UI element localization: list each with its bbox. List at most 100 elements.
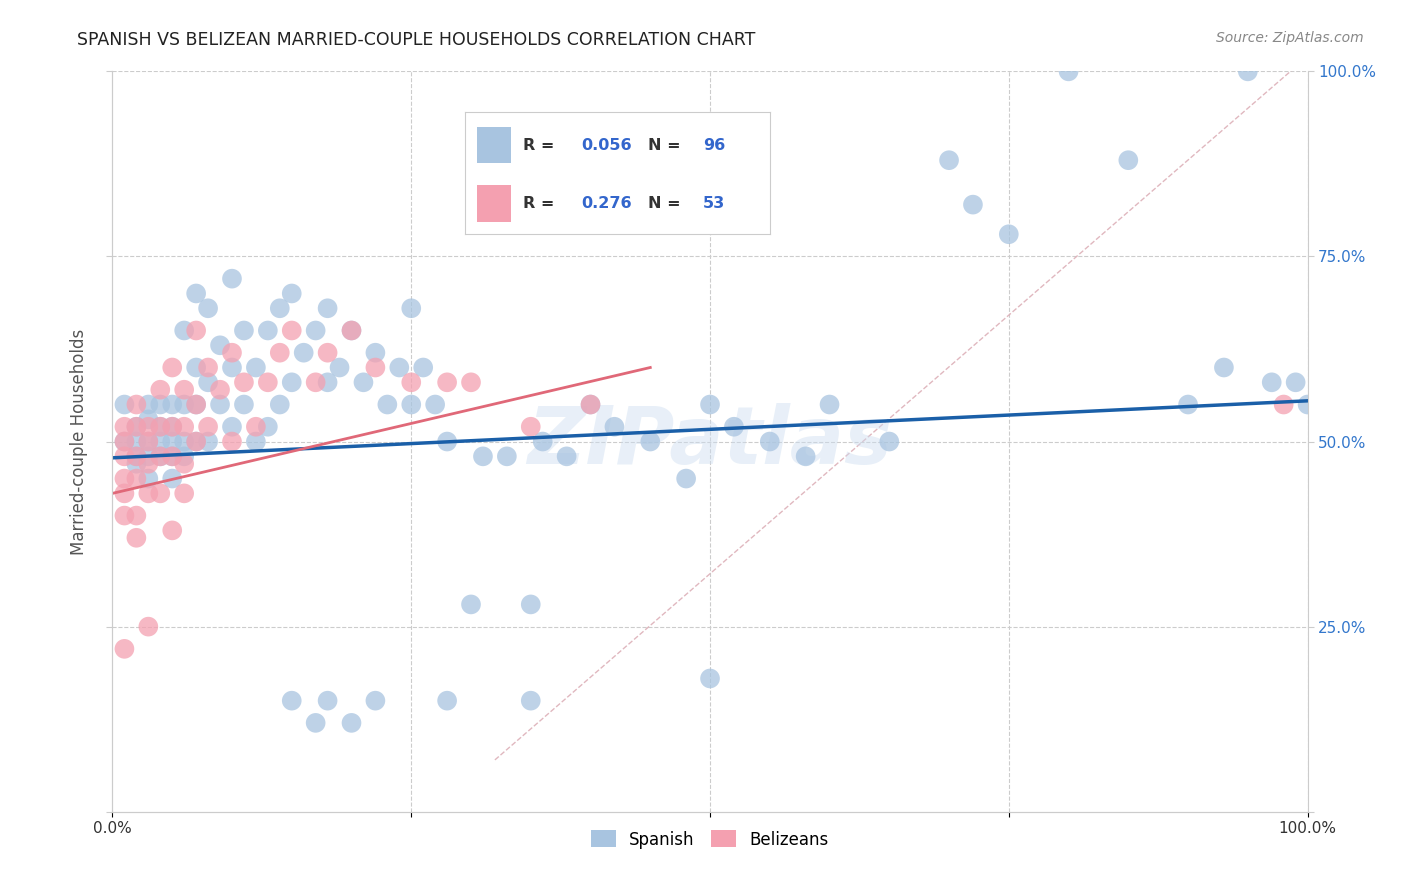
Point xyxy=(138,457,160,471)
Point xyxy=(125,398,148,412)
Point xyxy=(388,360,411,375)
Point xyxy=(221,271,243,285)
Point xyxy=(125,531,148,545)
Point xyxy=(149,486,172,500)
Point xyxy=(316,345,339,359)
Point xyxy=(125,508,148,523)
Point xyxy=(138,434,160,449)
Point xyxy=(209,398,232,412)
Point xyxy=(162,471,183,485)
Point xyxy=(879,434,901,449)
Point xyxy=(173,324,195,338)
Point xyxy=(209,338,232,352)
Point xyxy=(699,398,721,412)
Point xyxy=(1177,398,1199,412)
Point xyxy=(329,360,352,375)
Point xyxy=(186,434,208,449)
Point xyxy=(125,457,148,471)
Point xyxy=(340,324,363,338)
Point xyxy=(173,450,195,464)
Point xyxy=(962,197,984,211)
Point xyxy=(340,324,363,338)
Point xyxy=(531,434,554,449)
Point xyxy=(138,398,160,412)
Point xyxy=(520,694,543,708)
Point xyxy=(998,227,1021,242)
Point xyxy=(173,398,195,412)
Point xyxy=(114,434,135,449)
Point xyxy=(114,434,135,449)
Point xyxy=(699,672,721,686)
Point xyxy=(149,450,172,464)
Point xyxy=(125,419,148,434)
Point xyxy=(316,694,339,708)
Point xyxy=(472,450,495,464)
Point xyxy=(162,450,183,464)
Point xyxy=(401,301,423,316)
Point xyxy=(138,412,160,426)
Point xyxy=(162,419,183,434)
Point xyxy=(818,398,841,412)
Point xyxy=(364,694,387,708)
Point xyxy=(1272,398,1295,412)
Point xyxy=(149,419,172,434)
Point xyxy=(1237,64,1260,78)
Text: SPANISH VS BELIZEAN MARRIED-COUPLE HOUSEHOLDS CORRELATION CHART: SPANISH VS BELIZEAN MARRIED-COUPLE HOUSE… xyxy=(77,31,755,49)
Point xyxy=(281,286,304,301)
Point xyxy=(173,434,195,449)
Point xyxy=(425,398,447,412)
Point xyxy=(233,324,256,338)
Point xyxy=(197,434,219,449)
Point xyxy=(114,450,135,464)
Point xyxy=(269,301,291,316)
Point xyxy=(197,301,219,316)
Point xyxy=(401,398,423,412)
Point xyxy=(938,153,960,168)
Point xyxy=(1213,360,1236,375)
Point xyxy=(162,450,183,464)
Point xyxy=(340,715,363,730)
Point xyxy=(436,434,458,449)
Point xyxy=(305,715,328,730)
Text: Source: ZipAtlas.com: Source: ZipAtlas.com xyxy=(1216,31,1364,45)
Point xyxy=(221,360,243,375)
Point xyxy=(162,419,183,434)
Point xyxy=(377,398,399,412)
Point xyxy=(114,508,135,523)
Point xyxy=(1057,64,1080,78)
Point xyxy=(125,450,148,464)
Point xyxy=(138,471,160,485)
Point xyxy=(138,434,160,449)
Point xyxy=(186,398,208,412)
Point xyxy=(1296,398,1319,412)
Point xyxy=(436,694,458,708)
Point xyxy=(640,434,662,449)
Point xyxy=(352,376,374,390)
Point xyxy=(138,486,160,500)
Point xyxy=(162,434,183,449)
Point xyxy=(759,434,782,449)
Point xyxy=(114,398,135,412)
Point xyxy=(186,324,208,338)
Point xyxy=(292,345,315,359)
Point xyxy=(1285,376,1308,390)
Point xyxy=(197,360,219,375)
Text: ZIPatlas: ZIPatlas xyxy=(527,402,893,481)
Point xyxy=(603,419,626,434)
Point xyxy=(233,376,256,390)
Point xyxy=(173,419,195,434)
Point xyxy=(138,450,160,464)
Point xyxy=(149,450,172,464)
Point xyxy=(233,398,256,412)
Point xyxy=(305,324,328,338)
Point xyxy=(173,486,195,500)
Point xyxy=(1261,376,1284,390)
Point xyxy=(149,419,172,434)
Point xyxy=(209,383,232,397)
Point xyxy=(436,376,458,390)
Point xyxy=(138,419,160,434)
Point xyxy=(281,376,304,390)
Point xyxy=(125,471,148,485)
Y-axis label: Married-couple Households: Married-couple Households xyxy=(70,328,89,555)
Point xyxy=(197,376,219,390)
